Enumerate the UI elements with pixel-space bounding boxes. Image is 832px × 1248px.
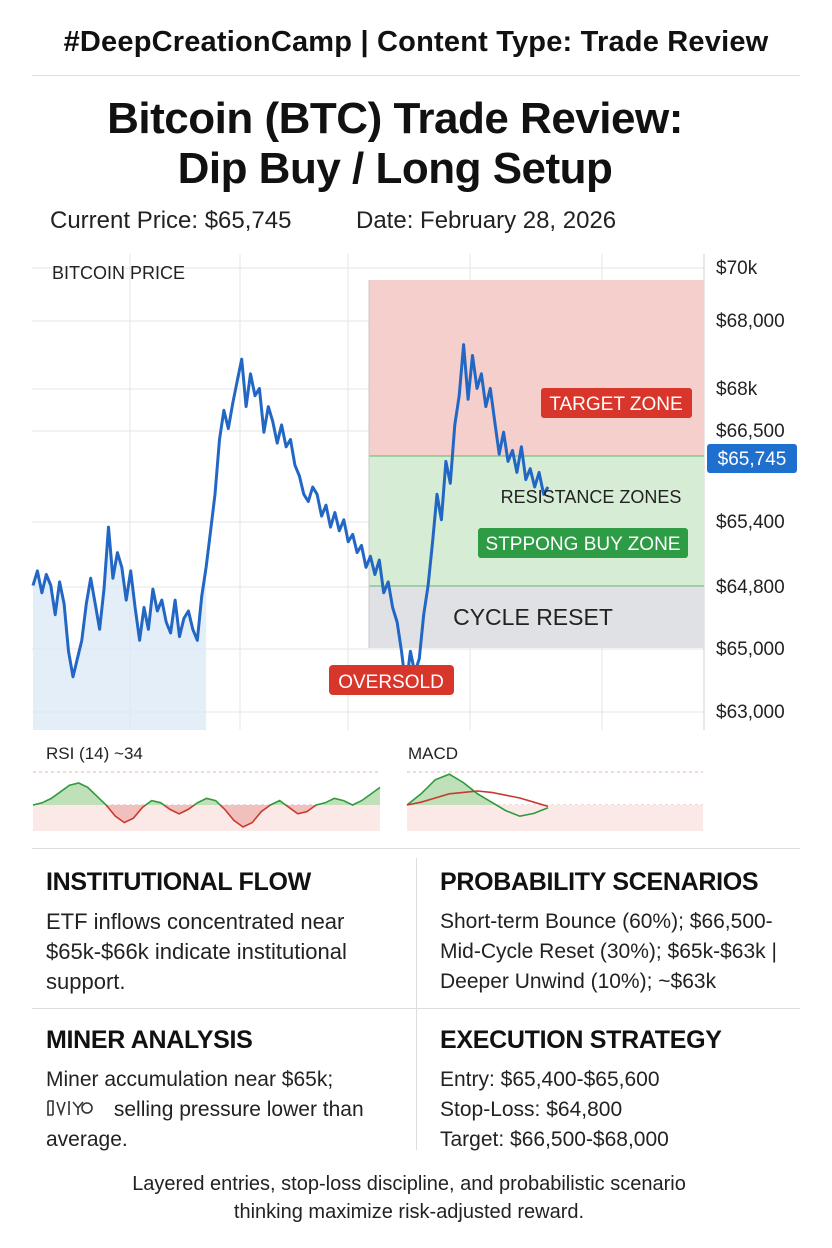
buy-zone-label: STPPONG BUY ZONE: [486, 534, 681, 555]
price-line: [31, 343, 550, 690]
current-price-badge-label: $65,745: [718, 449, 787, 470]
page-title: Bitcoin (BTC) Trade Review: Dip Buy / Lo…: [0, 94, 790, 194]
y-tick-label: $65,000: [716, 639, 785, 660]
y-tick-label: $68,000: [716, 311, 785, 332]
miner-analysis-line: Miner accumulation near $65k;: [46, 1068, 334, 1091]
current-price-badge: [707, 444, 797, 473]
panel-horizontal-divider: [32, 1008, 800, 1009]
rsi-chart: RSI (14) ~34: [32, 744, 381, 831]
bitcoin-price-chart: BITCOIN PRICE $70k $68,000 $68k $66,500 $65,4…: [31, 254, 797, 730]
date-label: Date: February 28, 2026: [356, 207, 617, 234]
oversold-badge: [329, 665, 454, 695]
target-zone-badge: [541, 388, 692, 418]
chart-title: BITCOIN PRICE: [52, 263, 185, 283]
probability-scenarios-title: PROBABILITY SCENARIOS: [440, 868, 759, 896]
current-price-label: Current Price: $65,745: [50, 207, 292, 234]
macd-title: MACD: [408, 744, 458, 763]
scenario-line: Deeper Unwind (10%); ~$63k: [440, 970, 717, 993]
rsi-title: RSI (14) ~34: [46, 744, 143, 763]
macd-chart: MACD: [406, 744, 703, 831]
garbled-glyph-icon: [47, 1100, 93, 1117]
footer-line-1: Layered entries, stop-loss discipline, a…: [132, 1173, 686, 1195]
price-area-fill: [33, 527, 207, 730]
probability-scenarios-panel: PROBABILITY SCENARIOS Short-term Bounce …: [440, 868, 832, 997]
cycle-reset-label: CYCLE RESET: [453, 604, 613, 630]
macd-histogram-fill: [407, 774, 548, 805]
macd-line: [406, 773, 549, 818]
footer-summary: Layered entries, stop-loss discipline, a…: [0, 1170, 818, 1226]
rsi-line-positive: [32, 782, 381, 805]
institutional-flow-title: INSTITUTIONAL FLOW: [46, 868, 311, 896]
target-line: Target: $66,500-$68,000: [440, 1128, 669, 1151]
resistance-zones-label: RESISTANCE ZONES: [501, 487, 682, 507]
rsi-lower-band: [33, 805, 380, 831]
miner-analysis-line-2: selling pressure lower than: [46, 1095, 406, 1125]
stop-loss-line: Stop-Loss: $64,800: [440, 1098, 623, 1121]
y-tick-label: $66,500: [716, 421, 785, 442]
miner-analysis-panel: MINER ANALYSIS Miner accumulation near $…: [46, 1026, 406, 1155]
execution-strategy-title: EXECUTION STRATEGY: [440, 1026, 722, 1054]
target-zone-label: TARGET ZONE: [549, 394, 682, 415]
scenario-line: Mid-Cycle Reset (30%); $65k-$63k |: [440, 940, 777, 963]
title-line-1: Bitcoin (BTC) Trade Review:: [107, 94, 683, 143]
institutional-flow-panel: INSTITUTIONAL FLOW ETF inflows concentra…: [46, 868, 396, 997]
y-tick-label: $65,400: [716, 512, 785, 533]
y-tick-label: $70k: [716, 258, 758, 279]
content-type-header: #DeepCreationCamp | Content Type: Trade …: [63, 26, 769, 58]
scenario-line: Short-term Bounce (60%); $66,500-: [440, 910, 773, 933]
entry-line: Entry: $65,400-$65,600: [440, 1068, 660, 1091]
target-zone-band: [369, 280, 704, 456]
buy-zone-badge: [478, 528, 688, 558]
footer-line-2: thinking maximize risk-adjusted reward.: [233, 1201, 585, 1223]
chart-divider: [32, 848, 800, 849]
buy-zone-band: [369, 456, 704, 586]
oversold-label: OVERSOLD: [338, 672, 444, 693]
rsi-positive-fill: [33, 783, 380, 805]
miner-analysis-line-2-text: selling pressure lower than: [113, 1098, 364, 1121]
miner-analysis-title: MINER ANALYSIS: [46, 1026, 253, 1054]
title-line-2: Dip Buy / Long Setup: [177, 144, 613, 193]
macd-lower-band: [407, 805, 703, 831]
execution-strategy-panel: EXECUTION STRATEGY Entry: $65,400-$65,60…: [440, 1026, 820, 1155]
y-tick-label: $68k: [716, 379, 758, 400]
y-tick-label: $64,800: [716, 577, 785, 598]
miner-analysis-line: average.: [46, 1128, 128, 1151]
institutional-flow-text: ETF inflows concentrated near $65k-$66k …: [46, 909, 347, 994]
y-tick-label: $63,000: [716, 702, 785, 723]
panel-vertical-divider: [416, 858, 417, 1150]
header-divider: [32, 75, 800, 76]
macd-signal-line: [406, 790, 549, 808]
